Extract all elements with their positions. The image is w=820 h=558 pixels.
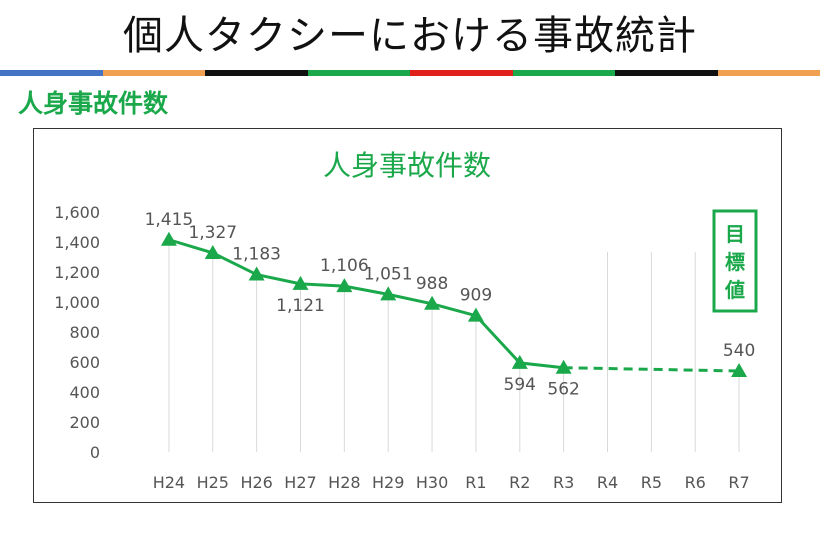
- data-point-marker: [380, 286, 397, 301]
- x-tick-label: R2: [509, 473, 530, 492]
- data-label: 594: [504, 375, 536, 395]
- line-chart: 人身事故件数 1,600 1,400 1,200 1,000 800 600 400 200 0 H…: [54, 149, 758, 492]
- data-label: 1,106: [320, 256, 369, 276]
- x-tick-label: H30: [416, 473, 448, 492]
- y-tick-label: 400: [69, 383, 100, 402]
- data-label: 988: [416, 274, 448, 294]
- x-tick-label: R1: [465, 473, 486, 492]
- data-point-marker: [555, 359, 572, 374]
- stripe-segment: [512, 70, 615, 76]
- stripe-segment: [0, 70, 103, 76]
- data-point-marker: [336, 278, 353, 293]
- x-tick-label: H28: [328, 473, 360, 492]
- x-tick-label: R7: [728, 473, 749, 492]
- data-label: 909: [460, 286, 492, 306]
- stripe-segment: [717, 70, 820, 76]
- y-tick-label: 200: [69, 413, 100, 432]
- target-box-label: 目: [725, 222, 745, 246]
- data-label: 562: [547, 380, 579, 400]
- chart-frame: 人身事故件数 1,600 1,400 1,200 1,000 800 600 400 200 0 H…: [33, 128, 782, 503]
- stripe-segment: [410, 70, 513, 76]
- x-tick-label: R6: [685, 473, 706, 492]
- data-point-marker: [511, 354, 528, 369]
- x-tick-label: H27: [284, 473, 316, 492]
- slide-title: 個人タクシーにおける事故統計: [123, 13, 697, 59]
- data-label: 1,183: [232, 245, 281, 265]
- stripe-segment: [307, 70, 410, 76]
- stripe-segment: [205, 70, 308, 76]
- x-tick-label: H24: [153, 473, 185, 492]
- data-label: 1,415: [145, 210, 194, 230]
- y-tick-label: 1,200: [54, 263, 100, 282]
- data-label: 540: [723, 341, 755, 361]
- y-tick-label: 600: [69, 353, 100, 372]
- data-label: 1,121: [276, 296, 325, 316]
- data-label: 1,327: [188, 223, 237, 243]
- data-point-marker: [467, 307, 484, 322]
- x-tick-label: H29: [372, 473, 404, 492]
- y-tick-label: 1,400: [54, 233, 100, 252]
- section-heading: 人身事故件数: [18, 89, 169, 118]
- x-tick-label: H26: [240, 473, 272, 492]
- series-line: [168, 238, 564, 370]
- target-box-label: 標: [725, 250, 745, 274]
- data-point-marker: [160, 231, 177, 246]
- data-point-marker: [204, 244, 221, 259]
- data-label: 1,051: [364, 264, 413, 284]
- color-stripe-divider: [0, 70, 820, 76]
- y-tick-label: 0: [90, 443, 100, 462]
- data-point-marker: [248, 266, 265, 281]
- x-tick-label: R3: [553, 473, 574, 492]
- data-point-marker: [292, 275, 309, 290]
- y-tick-label: 800: [69, 323, 100, 342]
- y-tick-label: 1,600: [54, 203, 100, 222]
- x-tick-label: H25: [197, 473, 229, 492]
- stripe-segment: [102, 70, 205, 76]
- stripe-segment: [615, 70, 718, 76]
- x-tick-label: R5: [641, 473, 662, 492]
- data-point-marker: [424, 295, 441, 310]
- data-point-marker: [731, 363, 748, 377]
- chart-title: 人身事故件数: [323, 149, 491, 182]
- target-box-label: 値: [724, 278, 745, 302]
- target-box: [712, 209, 758, 313]
- y-tick-label: 1,000: [54, 293, 100, 312]
- x-tick-label: R4: [597, 473, 618, 492]
